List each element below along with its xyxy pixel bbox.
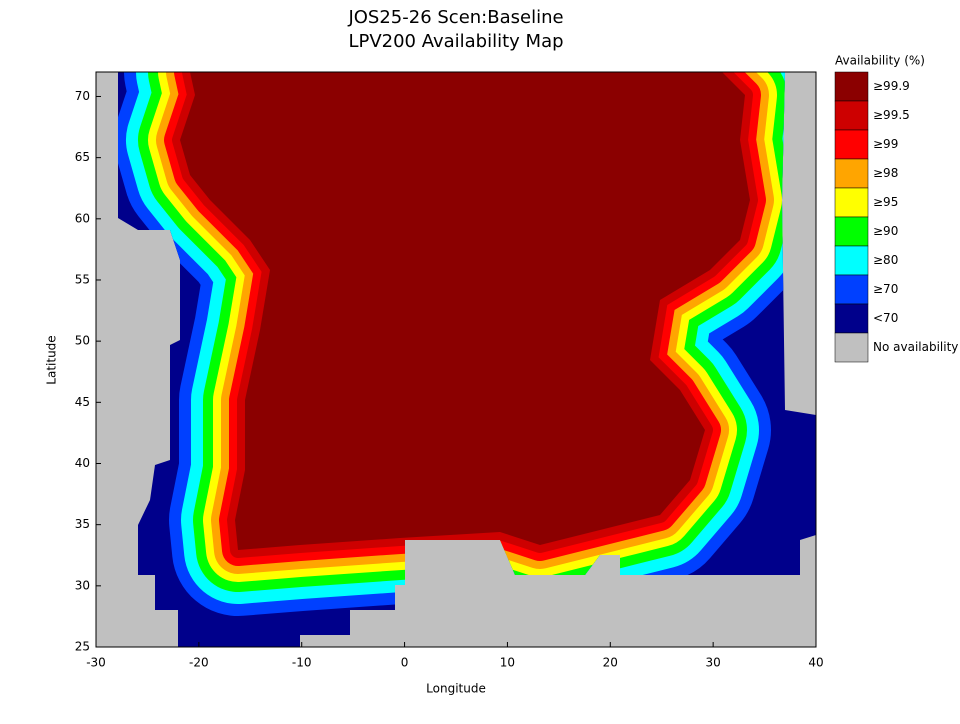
title-line: JOS25-26 Scen:Baseline xyxy=(347,7,563,28)
legend-label: ≥90 xyxy=(873,224,898,238)
title-line: LPV200 Availability Map xyxy=(348,31,563,52)
legend-swatch xyxy=(834,100,869,131)
x-tick-label: 0 xyxy=(401,656,409,670)
legend-swatch xyxy=(834,71,869,102)
x-tick-label: -30 xyxy=(86,656,106,670)
y-tick-label: 45 xyxy=(75,395,90,409)
y-tick-label: 35 xyxy=(75,517,90,531)
y-tick-label: 50 xyxy=(75,334,90,348)
x-tick-label: 10 xyxy=(500,656,515,670)
legend-label: ≥98 xyxy=(873,166,898,180)
x-tick-label: 20 xyxy=(603,656,618,670)
legend-swatch xyxy=(834,274,869,305)
legend-swatch xyxy=(834,332,869,363)
plot-area xyxy=(96,72,816,647)
legend-swatch xyxy=(834,216,869,247)
legend-label: <70 xyxy=(873,311,898,325)
y-tick-label: 60 xyxy=(75,211,90,225)
legend-swatch xyxy=(834,129,869,160)
y-tick-label: 55 xyxy=(75,272,90,286)
legend-label: ≥70 xyxy=(873,282,898,296)
legend-swatch xyxy=(834,303,869,334)
legend-swatch xyxy=(834,158,869,189)
x-tick-label: -20 xyxy=(189,656,209,670)
x-tick-label: 30 xyxy=(706,656,721,670)
legend-label: ≥99 xyxy=(873,137,898,151)
plot-frame xyxy=(95,71,817,648)
y-tick-label: 70 xyxy=(75,89,90,103)
legend-label: ≥99.5 xyxy=(873,108,910,122)
y-tick-label: 30 xyxy=(75,578,90,592)
legend-label: No availability xyxy=(873,340,958,354)
legend-swatch xyxy=(834,245,869,276)
x-tick-label: 40 xyxy=(808,656,823,670)
legend-label: ≥95 xyxy=(873,195,898,209)
legend-swatch xyxy=(834,187,869,218)
x-tick-label: -10 xyxy=(292,656,312,670)
x-axis-label: Longitude xyxy=(426,682,486,696)
y-tick-label: 40 xyxy=(75,456,90,470)
legend-title: Availability (%) xyxy=(835,54,925,68)
y-tick-label: 25 xyxy=(75,640,90,654)
legend-label: ≥80 xyxy=(873,253,898,267)
y-axis-label: Latitude xyxy=(45,335,59,384)
availability-bands xyxy=(118,72,816,616)
legend-label: ≥99.9 xyxy=(873,79,910,93)
availability-region xyxy=(180,72,750,550)
y-tick-label: 65 xyxy=(75,150,90,164)
